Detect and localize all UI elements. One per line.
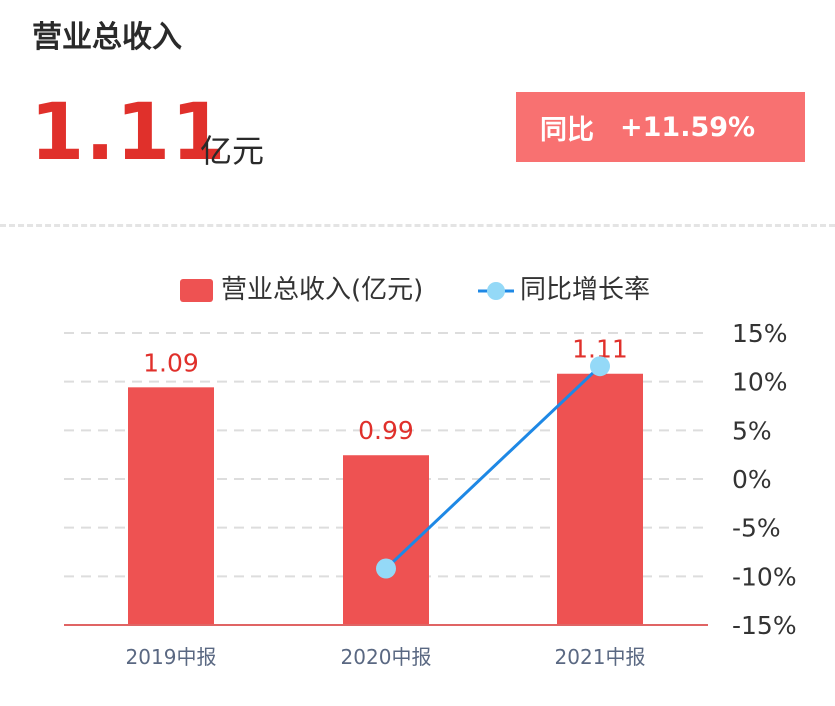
yoy-value: +11.59% <box>620 111 756 143</box>
legend-swatch-revenue <box>180 279 213 302</box>
bar-value-label: 0.99 <box>358 416 414 445</box>
yoy-line <box>384 365 602 570</box>
legend-label-revenue: 营业总收入(亿元) <box>221 275 423 305</box>
section-divider <box>0 224 835 227</box>
y2-tick-label: -15% <box>732 611 797 640</box>
bar-value-label: 1.09 <box>143 348 199 377</box>
yoy-point <box>376 558 396 579</box>
x-tick-label: 2019中报 <box>126 645 217 669</box>
revenue-unit: 亿元 <box>200 132 265 170</box>
legend-marker-yoy <box>487 282 505 300</box>
y2-tick-label: 15% <box>732 319 788 348</box>
bar <box>128 387 214 625</box>
page-title: 营业总收入 <box>32 20 182 55</box>
bar <box>557 373 643 625</box>
yoy-label: 同比 <box>540 114 594 146</box>
y2-tick-label: 5% <box>732 416 772 445</box>
y2-tick-label: -5% <box>732 514 781 543</box>
revenue-value: 1.11 <box>30 88 227 178</box>
legend-label-yoy: 同比增长率 <box>520 275 650 305</box>
x-tick-label: 2021中报 <box>555 645 646 669</box>
yoy-point <box>590 356 610 377</box>
y2-tick-label: -10% <box>732 562 797 591</box>
y2-tick-label: 0% <box>732 465 772 494</box>
y2-tick-label: 10% <box>732 368 788 397</box>
x-tick-label: 2020中报 <box>341 645 432 669</box>
yoy-badge: 同比 +11.59% <box>516 92 805 162</box>
